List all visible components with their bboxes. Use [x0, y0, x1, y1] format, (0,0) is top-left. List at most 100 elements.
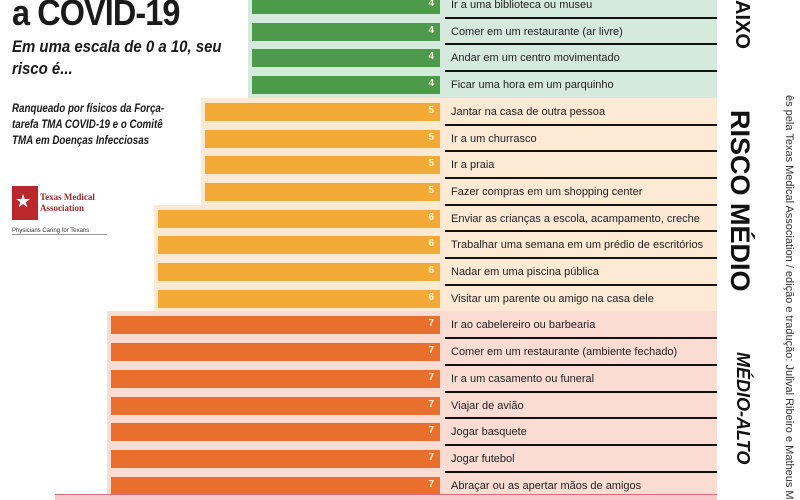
row-divider	[445, 123, 717, 126]
category-label: Andar em um centro movimentado	[451, 52, 620, 65]
bar-value-label: 4	[428, 0, 434, 9]
category-label: Ir a uma biblioteca ou museu	[451, 0, 593, 11]
page-title: a COVID-19	[12, 0, 180, 33]
row-divider	[445, 176, 717, 179]
chart-row: 4 Comer em um restaurante (ar livre)	[0, 16, 717, 46]
row-divider	[445, 16, 717, 19]
category-label: Jogar futebol	[451, 452, 515, 465]
chart-row: 7 Jogar futebol	[0, 443, 717, 473]
side-label-low: AIXO	[731, 0, 753, 49]
row-band	[440, 231, 717, 259]
chart-row: 6 Visitar um parente ou amigo na casa del…	[0, 283, 717, 313]
bar: 7	[111, 369, 440, 388]
bar: 5	[205, 129, 440, 148]
next-row-partial	[55, 494, 717, 500]
category-label: Nadar em uma piscina pública	[451, 266, 599, 278]
bar: 4	[252, 22, 440, 41]
category-label: Comer em um restaurante (ambiente fechad…	[451, 346, 678, 359]
category-label: Jantar na casa de outra pessoa	[451, 105, 606, 118]
attribution: Ranqueado por físicos da Força-tarefa TM…	[12, 103, 165, 147]
bar: 4	[252, 0, 440, 14]
row-divider	[445, 417, 717, 420]
bar: 5	[205, 182, 440, 201]
row-divider	[445, 390, 717, 393]
row-band	[440, 444, 717, 473]
row-divider	[445, 70, 717, 73]
row-divider	[445, 150, 717, 153]
bar-value-label: 7	[428, 345, 434, 357]
category-label: Ir a praia	[451, 159, 495, 172]
category-label: Ir a um churrasco	[451, 132, 537, 145]
category-label: Ir ao cabelereiro ou barbearia	[451, 319, 596, 332]
row-band	[440, 284, 717, 313]
side-label-medium-high: MÉDIO-ALTO	[733, 352, 753, 465]
category-label: Comer em um restaurante (ar livre)	[451, 25, 623, 38]
chart-row: 7 Ir ao cabelereiro ou barbearia	[0, 311, 717, 340]
row-divider	[445, 470, 717, 473]
row-band	[440, 97, 717, 126]
bar-value-label: 7	[428, 478, 434, 490]
row-divider	[445, 257, 717, 259]
bar: 6	[158, 289, 440, 308]
row-band	[440, 17, 717, 46]
chart-row: 5 Fazer compras em um shopping center	[0, 176, 717, 206]
bar: 6	[158, 263, 440, 281]
row-band	[440, 177, 717, 206]
logo-name: Texas Medical Association	[40, 192, 95, 213]
category-label: Fazer compras em um shopping center	[451, 185, 643, 198]
bar: 7	[111, 423, 440, 442]
chart-row: 7 Viajar de avião	[0, 390, 717, 420]
chart-row: 5 Jantar na casa de outra pessoa	[0, 97, 717, 126]
row-band	[440, 204, 717, 233]
bar-value-label: 6	[428, 211, 434, 223]
tma-logo: Texas Medical Association Physicians Car…	[12, 186, 112, 242]
row-divider	[445, 443, 717, 446]
row-band	[440, 124, 717, 153]
bar-value-label: 7	[428, 371, 434, 383]
row-band	[440, 418, 717, 446]
row-divider	[445, 203, 717, 206]
logo-tagline: Physicians Caring for Texans	[12, 228, 107, 235]
chart-row: 7 Ir a um casamento ou funeral	[0, 363, 717, 393]
bar: 7	[111, 343, 440, 362]
chart-row: 6 Nadar em uma piscina pública	[0, 257, 717, 286]
chart-row: 7 Comer em um restaurante (ambiente fecha…	[0, 337, 717, 366]
chart-row: 4 Andar em um centro movimentado	[0, 43, 717, 73]
row-band	[440, 44, 717, 73]
row-band	[440, 151, 717, 179]
bar: 5	[205, 102, 440, 121]
row-band	[440, 338, 717, 366]
bar-value-label: 6	[428, 265, 434, 276]
bar: 5	[205, 156, 440, 175]
row-divider	[445, 230, 717, 233]
chart-row: 4 Ir a uma biblioteca ou museu	[0, 0, 717, 19]
chart-row: 4 Ficar uma hora em um parquinho	[0, 70, 717, 99]
category-label: Visitar um parente ou amigo na casa dele	[451, 292, 654, 305]
category-label: Viajar de avião	[451, 399, 524, 412]
category-label: Ir a um casamento ou funeral	[451, 372, 595, 385]
star-icon	[12, 186, 38, 220]
bar-value-label: 4	[428, 24, 434, 36]
category-label: Trabalhar uma semana em um prédio de esc…	[451, 239, 704, 252]
category-label: Jogar basquete	[451, 426, 527, 439]
bar: 7	[111, 449, 440, 468]
bar-value-label: 5	[428, 131, 434, 143]
bar-value-label: 4	[428, 51, 434, 63]
bar: 4	[252, 49, 440, 68]
row-band	[440, 71, 717, 99]
chart-row: 7 Jogar basquete	[0, 417, 717, 446]
category-label: Abraçar ou as apertar mãos de amigos	[451, 479, 642, 492]
subtitle: Em uma escala de 0 a 10, seu risco é...	[12, 37, 222, 78]
bar: 7	[111, 316, 440, 335]
bar: 6	[158, 209, 440, 228]
row-band	[440, 364, 717, 393]
row-band	[440, 258, 717, 286]
bar: 7	[111, 476, 440, 495]
category-label: Enviar as crianças a escola, acampamento…	[451, 212, 700, 225]
category-label: Ficar uma hora em um parquinho	[451, 79, 614, 92]
chart-row: 6 Trabalhar uma semana em um prédio de es…	[0, 230, 717, 259]
row-divider	[445, 337, 717, 340]
bar-value-label: 6	[428, 238, 434, 250]
chart-row: 5 Ir a praia	[0, 150, 717, 179]
row-divider	[445, 363, 717, 366]
